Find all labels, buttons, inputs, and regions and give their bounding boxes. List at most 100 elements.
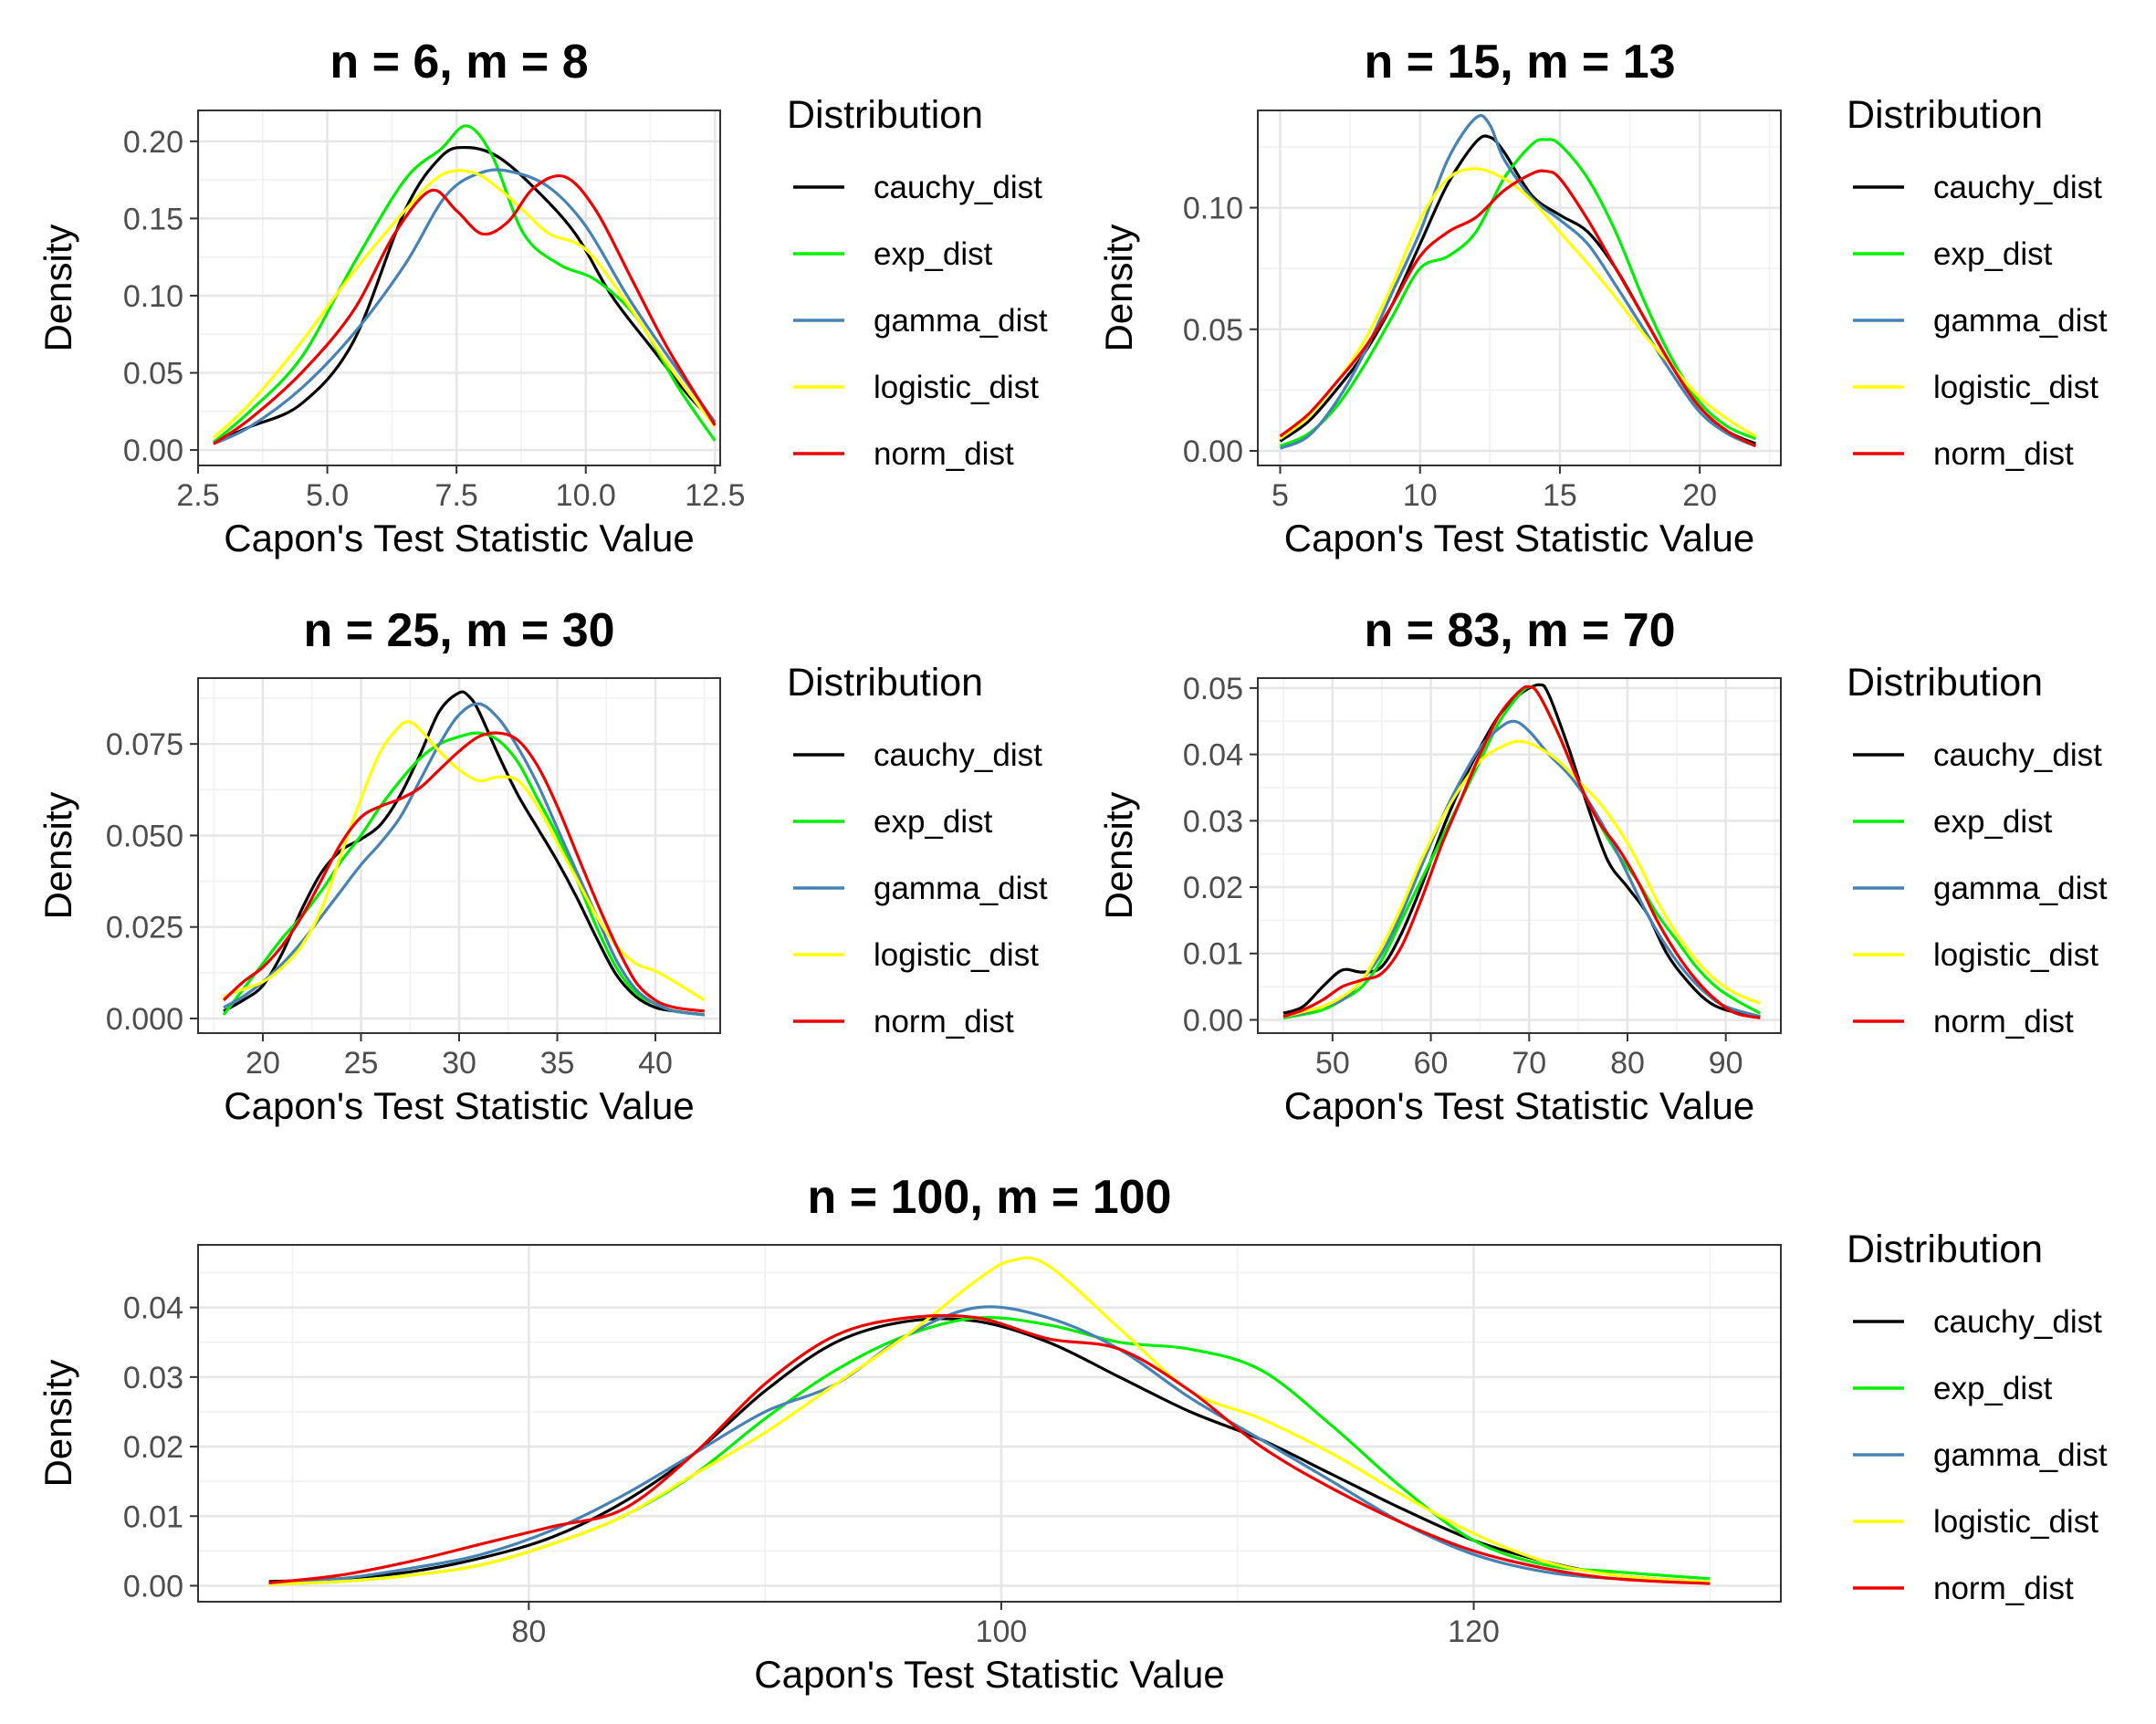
legend-label: norm_dist	[874, 1004, 1014, 1040]
x-tick-label: 2.5	[176, 478, 219, 513]
series-lines	[222, 690, 706, 1017]
gridlines	[198, 1245, 1781, 1602]
gridlines	[196, 110, 720, 465]
legend-item-exp: exp_dist	[1853, 804, 2053, 840]
legend-item-gamma: gamma_dist	[1853, 1437, 2108, 1473]
panel-border	[1257, 677, 1782, 1034]
series-line-norm-dist	[213, 174, 717, 445]
legend-title: Distribution	[787, 661, 983, 705]
y-tick-label: 0.075	[106, 727, 183, 762]
legend-title: Distribution	[1847, 661, 2043, 705]
y-tick-label: 0.05	[1183, 672, 1243, 706]
y-tick-label: 0.15	[123, 202, 183, 236]
panel-4: 50 60 70 80 90 0.00 0.01 0.02 0.03 0.04 0.05 n = 83…	[1097, 604, 2108, 1127]
x-tick-label: 100	[976, 1614, 1028, 1649]
x-tick-label: 10	[1403, 478, 1438, 513]
y-tick-label: 0.05	[123, 357, 183, 392]
x-tick-label: 50	[1315, 1046, 1350, 1081]
series-line-gamma-dist	[268, 1305, 1711, 1585]
x-tick-label: 7.5	[435, 478, 478, 513]
x-tick-label: 40	[638, 1046, 673, 1081]
x-tick-label: 90	[1709, 1046, 1743, 1081]
series-line-norm-dist	[1279, 169, 1757, 448]
series-line-cauchy-dist	[213, 145, 717, 444]
y-tick-label: 0.000	[106, 1002, 183, 1037]
legend-item-norm: norm_dist	[793, 1004, 1014, 1040]
legend-label: cauchy_dist	[874, 737, 1042, 773]
x-tick-label: 60	[1414, 1046, 1449, 1081]
legend-label: gamma_dist	[1933, 871, 2108, 906]
x-tick-label: 30	[442, 1046, 476, 1081]
legend-label: gamma_dist	[1933, 303, 2108, 339]
legend-item-norm: norm_dist	[1853, 1571, 2074, 1606]
series-lines	[268, 1256, 1711, 1586]
panel-1: 2.5 5.0 7.5 10.0 12.5 0.00 0.05 0.10 0.15 0.20 n =…	[37, 36, 1048, 559]
y-tick-label: 0.04	[123, 1291, 183, 1326]
series-lines	[1279, 113, 1757, 450]
legend-label: cauchy_dist	[1933, 170, 2102, 205]
legend-title: Distribution	[1847, 93, 2043, 137]
legend-item-logistic: logistic_dist	[793, 937, 1039, 973]
series-lines	[212, 124, 717, 445]
legend-label: norm_dist	[1933, 1004, 2074, 1040]
legend: Distribution cauchy_dist exp_dist gamma_dis…	[1847, 661, 2108, 1040]
legend-title: Distribution	[787, 93, 983, 137]
y-axis-label: Density	[37, 224, 79, 351]
y-tick-label: 0.01	[123, 1499, 183, 1534]
y-tick-label: 0.00	[123, 1569, 183, 1604]
legend-label: exp_dist	[874, 236, 993, 272]
series-line-cauchy-dist	[268, 1317, 1711, 1584]
series-line-cauchy-dist	[223, 690, 705, 1017]
series-line-gamma-dist	[213, 168, 717, 445]
legend-label: norm_dist	[1933, 1571, 2074, 1606]
x-tick-label: 15	[1543, 478, 1577, 513]
legend: Distribution cauchy_dist exp_dist gamma_dis…	[1847, 93, 2108, 472]
panel-title: n = 15, m = 13	[1364, 36, 1675, 89]
y-tick-label: 0.00	[1183, 1003, 1243, 1038]
legend-item-logistic: logistic_dist	[1853, 370, 2098, 405]
legend-label: cauchy_dist	[874, 170, 1042, 205]
legend-label: gamma_dist	[874, 871, 1048, 906]
legend-label: logistic_dist	[1933, 370, 2098, 405]
legend-item-cauchy: cauchy_dist	[1853, 737, 2102, 773]
x-axis-label: Capon's Test Statistic Value	[1284, 1084, 1754, 1127]
legend-item-norm: norm_dist	[793, 436, 1014, 472]
legend-item-cauchy: cauchy_dist	[1853, 170, 2102, 205]
y-tick-label: 0.00	[123, 434, 183, 468]
x-tick-label: 5	[1272, 478, 1289, 513]
x-axis-label: Capon's Test Statistic Value	[224, 517, 694, 559]
y-axis-label: Density	[37, 791, 79, 919]
plot-area	[1258, 678, 1781, 1033]
legend-item-exp: exp_dist	[793, 236, 993, 272]
y-tick-label: 0.05	[1183, 313, 1243, 348]
y-tick-label: 0.02	[1183, 871, 1243, 905]
y-tick-label: 0.01	[1183, 937, 1243, 972]
series-line-gamma-dist	[223, 702, 705, 1017]
panel-5: 80 100 120 0.00 0.01 0.02 0.03 0.04 n = 100, m =…	[37, 1171, 2108, 1696]
x-axis-label: Capon's Test Statistic Value	[224, 1084, 694, 1127]
legend-item-exp: exp_dist	[793, 804, 993, 840]
x-tick-label: 80	[1610, 1046, 1645, 1081]
y-tick-label: 0.025	[106, 911, 183, 946]
series-lines	[1282, 683, 1762, 1019]
legend-item-cauchy: cauchy_dist	[1853, 1304, 2102, 1340]
legend-item-logistic: logistic_dist	[1853, 937, 2098, 973]
legend-label: norm_dist	[1933, 436, 2074, 472]
y-tick-label: 0.10	[123, 279, 183, 314]
legend-label: exp_dist	[1933, 804, 2053, 840]
legend-item-gamma: gamma_dist	[793, 303, 1048, 339]
legend-label: gamma_dist	[874, 303, 1048, 339]
legend-label: gamma_dist	[1933, 1437, 2108, 1473]
panel-2: 5 10 15 20 0.00 0.05 0.10 n = 15, m = 13 Capon's…	[1097, 36, 2108, 559]
panel-border	[1257, 110, 1782, 466]
x-tick-label: 35	[540, 1046, 575, 1081]
x-tick-label: 12.5	[685, 478, 745, 513]
legend-item-cauchy: cauchy_dist	[793, 737, 1042, 773]
series-line-gamma-dist	[1279, 113, 1757, 450]
panel-title: n = 6, m = 8	[330, 36, 588, 89]
panel-title: n = 100, m = 100	[808, 1171, 1172, 1224]
x-tick-label: 5.0	[306, 478, 349, 513]
x-tick-label: 70	[1512, 1046, 1546, 1081]
y-tick-label: 0.20	[123, 125, 183, 160]
legend-item-gamma: gamma_dist	[1853, 871, 2108, 906]
